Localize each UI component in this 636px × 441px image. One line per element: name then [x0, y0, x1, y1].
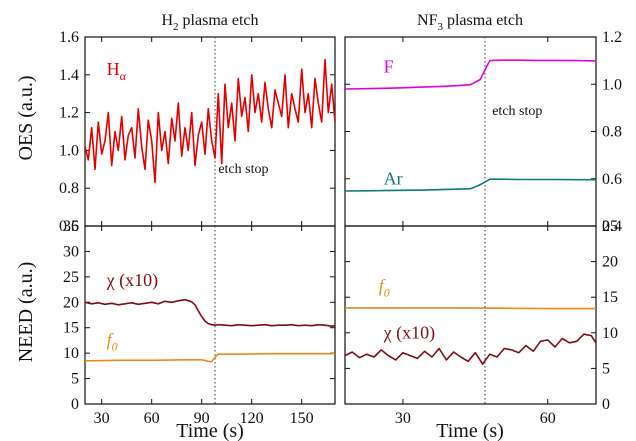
series-line-0-0: [85, 58, 335, 184]
series-line-2-0: [85, 298, 335, 328]
title-nf3-panel: NF3 plasma etch: [417, 12, 523, 33]
xtick-label: 60: [144, 410, 160, 427]
ytick-label: 1.6: [59, 29, 79, 46]
ytick-label: 20: [602, 254, 618, 271]
axes-frame-3: [344, 225, 597, 405]
ytick-label: 10: [602, 325, 618, 342]
series-line-2-1: [85, 352, 335, 363]
series-label-2-1: f0: [107, 330, 118, 354]
series-label-2-0: χ (x10): [106, 270, 158, 291]
series-line-3-1: [345, 333, 596, 365]
panel-3: 0 5 10 15 20 25 30 60 f0 χ (x10): [344, 218, 618, 427]
xtick-label: 30: [94, 410, 110, 427]
ytick-label: 1.2: [602, 29, 622, 46]
ytick-label: 10: [63, 345, 79, 362]
ytick-label: 0: [602, 396, 610, 413]
ytick-label: 0.4: [602, 218, 622, 235]
ytick-label: 25: [63, 269, 79, 286]
series-line-1-1: [345, 178, 596, 192]
ytick-label: 0: [71, 396, 79, 413]
series-line-1-0: [345, 59, 596, 90]
ytick-label: 1.0: [602, 76, 622, 93]
ytick-label: 0.6: [59, 218, 79, 235]
panel-2: 0 5 10 15 20 25 30 35 30 60 90 120 150 χ (x10) f0: [63, 218, 336, 427]
ylabel-oes: OES (a.u.): [15, 76, 37, 161]
title-h2-panel: H2 plasma etch: [161, 12, 258, 33]
ytick-label: 1.4: [59, 67, 79, 84]
ytick-label: 25: [602, 218, 618, 235]
ytick-label: 20: [63, 294, 79, 311]
panel-1: 0.4 0.6 0.8 1.0 1.2 F Ar etch stop: [344, 29, 622, 235]
panel-0: 0.6 0.8 1.0 1.2 1.4 1.6 Hα etch stop: [59, 29, 336, 235]
ytick-label: 0.6: [602, 171, 622, 188]
xtick-label: 30: [395, 410, 411, 427]
xtick-label: 90: [194, 410, 210, 427]
axes-frame-2: [84, 225, 336, 405]
xtick-label: 120: [240, 410, 264, 427]
xtick-label: 60: [540, 410, 556, 427]
xlabel-left: Time (s): [176, 420, 244, 441]
series-label-3-1: χ (x10): [383, 322, 435, 343]
series-label-0-0: Hα: [107, 59, 127, 83]
ytick-label: 35: [63, 218, 79, 235]
series-label-1-0: F: [384, 56, 394, 76]
ytick-label: 15: [602, 289, 618, 306]
ytick-label: 30: [63, 243, 79, 260]
xlabel-right: Time (s): [436, 420, 504, 441]
xtick-label: 150: [290, 410, 314, 427]
series-label-1-1: Ar: [384, 169, 403, 189]
ytick-label: 5: [71, 371, 79, 388]
ytick-label: 0.8: [59, 180, 79, 197]
ytick-label: 1.2: [59, 105, 79, 122]
ylabel-need: NEED (a.u.): [15, 262, 37, 363]
ytick-label: 1.0: [59, 142, 79, 159]
ytick-label: 0.8: [602, 124, 622, 141]
annotation-etch-stop: etch stop: [218, 162, 268, 177]
annotation-etch-stop: etch stop: [492, 104, 542, 119]
ytick-label: 15: [63, 320, 79, 337]
series-line-3-0: [345, 307, 596, 310]
ytick-label: 5: [602, 360, 610, 377]
series-label-3-0: f0: [379, 276, 390, 300]
